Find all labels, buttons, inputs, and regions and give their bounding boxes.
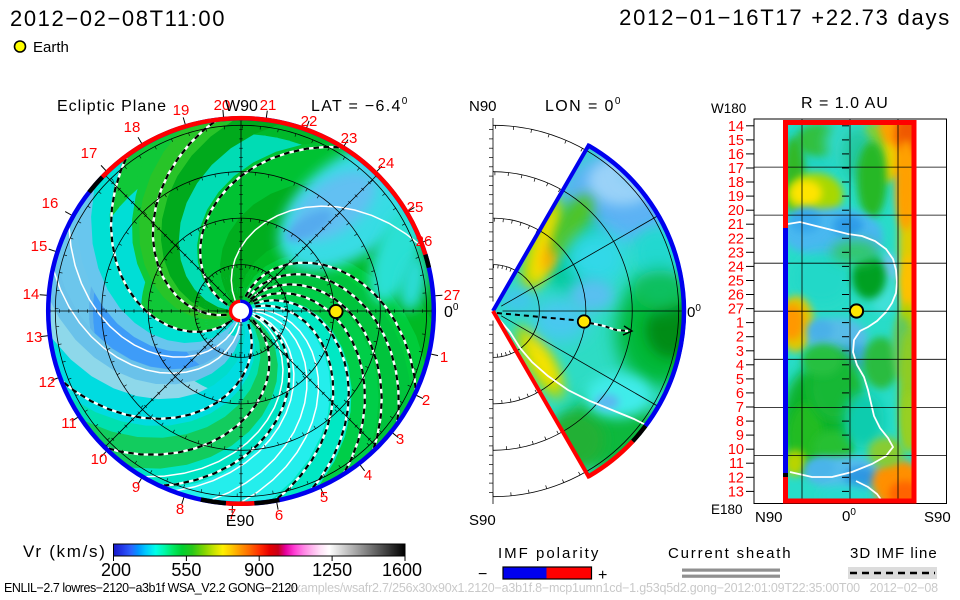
svg-text:23: 23 — [341, 130, 358, 147]
svg-text:13: 13 — [728, 484, 744, 500]
svg-text:26: 26 — [728, 288, 744, 304]
svg-text:LAT = −6.40: LAT = −6.40 — [311, 96, 409, 115]
svg-text:16: 16 — [728, 147, 744, 163]
svg-text:5: 5 — [736, 372, 744, 388]
svg-text:13: 13 — [26, 329, 43, 346]
svg-text:W180: W180 — [711, 101, 746, 116]
svg-text:R = 1.0 AU: R = 1.0 AU — [801, 95, 889, 112]
svg-text:25: 25 — [407, 199, 424, 216]
svg-text:+: + — [598, 567, 607, 584]
svg-text:21: 21 — [260, 97, 277, 114]
svg-text:2: 2 — [422, 392, 430, 409]
svg-text:2012−02−08T11:00: 2012−02−08T11:00 — [10, 6, 226, 31]
svg-text:1250: 1250 — [312, 560, 352, 580]
svg-text:15: 15 — [728, 133, 744, 149]
svg-text:25: 25 — [728, 274, 744, 290]
svg-text:Ecliptic Plane: Ecliptic Plane — [57, 98, 167, 115]
svg-text:21: 21 — [728, 217, 744, 233]
svg-text:3: 3 — [736, 344, 744, 360]
svg-text:18: 18 — [124, 119, 141, 136]
svg-text:N90: N90 — [755, 509, 783, 526]
svg-text:5: 5 — [320, 489, 328, 506]
svg-text:6: 6 — [275, 507, 283, 524]
svg-text:ENLIL−2.7 lowres−2120−a3b1f WS: ENLIL−2.7 lowres−2120−a3b1f WSA_V2.2 GON… — [4, 581, 298, 595]
svg-text:14: 14 — [728, 119, 744, 135]
svg-text:200: 200 — [101, 560, 131, 580]
svg-text:24: 24 — [728, 259, 744, 275]
svg-text:9: 9 — [736, 428, 744, 444]
svg-text:23: 23 — [728, 245, 744, 261]
svg-text:W90: W90 — [225, 98, 258, 115]
svg-text:−: − — [478, 566, 487, 583]
svg-text:15: 15 — [31, 238, 48, 255]
svg-text:24: 24 — [378, 155, 395, 172]
svg-text:17: 17 — [81, 145, 98, 162]
svg-text:12: 12 — [728, 470, 744, 486]
svg-text:E180: E180 — [711, 502, 743, 517]
svg-text:4: 4 — [364, 467, 372, 484]
svg-text:IMF polarity: IMF polarity — [498, 545, 600, 562]
svg-text:14: 14 — [23, 286, 40, 303]
svg-text:8: 8 — [736, 414, 744, 430]
svg-text:11: 11 — [729, 456, 744, 472]
svg-text:S90: S90 — [924, 509, 951, 526]
svg-text:1600: 1600 — [382, 560, 422, 580]
svg-text:1: 1 — [440, 349, 448, 366]
svg-text:6: 6 — [736, 386, 744, 402]
svg-text:900: 900 — [244, 560, 274, 580]
svg-text:20: 20 — [214, 97, 231, 114]
svg-text:3: 3 — [396, 431, 404, 448]
svg-text:Current sheath: Current sheath — [668, 545, 792, 562]
svg-text:10: 10 — [91, 451, 108, 468]
svg-text:3D IMF line: 3D IMF line — [850, 545, 938, 562]
svg-text:LON = 00: LON = 00 — [545, 96, 622, 115]
svg-text:8: 8 — [176, 501, 184, 518]
svg-text:10: 10 — [728, 442, 744, 458]
svg-text:19: 19 — [173, 102, 190, 119]
svg-text:22: 22 — [301, 113, 318, 130]
svg-text:S90: S90 — [469, 512, 496, 529]
svg-text:17: 17 — [728, 161, 744, 177]
svg-text:27: 27 — [728, 302, 744, 318]
svg-text:26: 26 — [416, 233, 433, 250]
svg-text:7: 7 — [228, 506, 236, 523]
svg-text:27: 27 — [444, 287, 461, 304]
svg-text:examples/wsafr2.7/256x30x90x1.: examples/wsafr2.7/256x30x90x1.2120−a3b1f… — [288, 581, 938, 595]
svg-text:7: 7 — [736, 400, 744, 416]
svg-text:16: 16 — [42, 195, 59, 212]
svg-text:E90: E90 — [226, 513, 255, 530]
svg-text:1: 1 — [736, 316, 744, 332]
svg-text:2012−01−16T17 +22.73 days: 2012−01−16T17 +22.73 days — [619, 5, 951, 30]
svg-text:550: 550 — [171, 560, 201, 580]
svg-text:11: 11 — [61, 415, 77, 432]
svg-text:N90: N90 — [469, 98, 497, 115]
svg-text:20: 20 — [728, 203, 744, 219]
svg-text:4: 4 — [736, 358, 744, 374]
svg-text:9: 9 — [132, 479, 140, 496]
svg-text:22: 22 — [728, 231, 744, 247]
svg-text:Vr (km/s): Vr (km/s) — [23, 542, 107, 561]
svg-text:18: 18 — [728, 175, 744, 191]
svg-text:19: 19 — [728, 189, 744, 205]
svg-text:12: 12 — [39, 374, 56, 391]
svg-text:Earth: Earth — [33, 39, 69, 56]
svg-text:2: 2 — [736, 330, 744, 346]
